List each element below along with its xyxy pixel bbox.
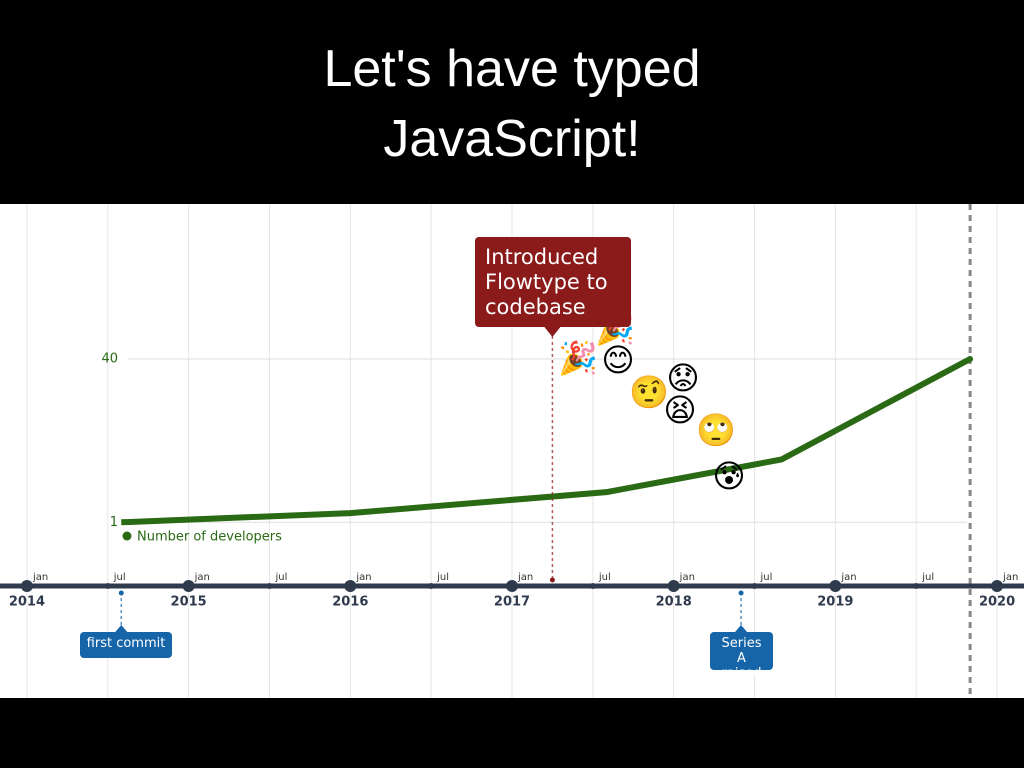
- minor-tick-label: jul: [921, 572, 934, 583]
- y-tick-label: 40: [101, 351, 118, 366]
- reaction-emoji: 🎉: [558, 339, 598, 377]
- x-tick: [20, 580, 33, 592]
- minor-tick-label: jul: [436, 572, 449, 583]
- minor-tick-label: jan: [355, 572, 371, 583]
- data-line: [121, 356, 972, 526]
- minor-tick-label: jan: [679, 572, 695, 583]
- slide-title: Let's have typed JavaScript!: [323, 40, 701, 168]
- reaction-emoji: 🤨: [629, 373, 669, 411]
- x-tick: [506, 580, 518, 592]
- x-tick: [667, 580, 680, 592]
- minor-tick-label: jan: [32, 572, 48, 583]
- legend-marker: [122, 531, 132, 541]
- x-tick-label: 2019: [817, 595, 853, 610]
- x-tick: [182, 580, 195, 592]
- x-tick-label: 2016: [332, 595, 368, 610]
- legend-label: Number of developers: [137, 530, 282, 545]
- minor-tick-label: jan: [517, 572, 533, 583]
- minor-tick: [266, 583, 273, 589]
- minor-tick-label: jul: [274, 572, 287, 583]
- x-tick: [829, 580, 842, 592]
- x-tick-label: 2018: [656, 595, 692, 610]
- minor-tick-label: jan: [1002, 572, 1018, 583]
- annotation-label: Series A raised: [710, 632, 773, 681]
- minor-tick: [589, 583, 596, 589]
- minor-tick-label: jul: [113, 572, 126, 583]
- x-tick: [991, 580, 1004, 592]
- end-point: [967, 355, 974, 362]
- reaction-emoji: 😊: [601, 341, 634, 379]
- minor-tick-label: jul: [598, 572, 611, 583]
- x-tick: [344, 580, 357, 592]
- annotation-point: [738, 590, 744, 596]
- reaction-emoji: 😰: [712, 457, 745, 495]
- minor-tick-label: jan: [194, 572, 210, 583]
- minor-tick: [104, 583, 111, 589]
- x-tick-label: 2014: [9, 595, 45, 610]
- annotation-pointer: [544, 327, 561, 337]
- y-tick-label: 1: [110, 515, 118, 530]
- minor-tick: [751, 583, 758, 589]
- annotation-point: [549, 577, 555, 583]
- minor-tick-label: jul: [760, 572, 773, 583]
- x-tick-label: 2015: [171, 595, 207, 610]
- minor-tick: [428, 583, 435, 589]
- annotation-pointer: [115, 625, 128, 632]
- reaction-emoji: 🙄: [696, 411, 736, 449]
- reaction-emoji: 😫: [663, 391, 696, 429]
- annotation-label: first commit: [80, 632, 172, 658]
- annotation-point: [118, 590, 124, 596]
- annotation-label: Introduced Flowtype to codebase: [475, 237, 631, 327]
- minor-tick-label: jan: [840, 572, 856, 583]
- minor-tick: [913, 583, 920, 589]
- x-tick-label: 2020: [979, 595, 1015, 610]
- reaction-emoji: 😟: [666, 359, 699, 397]
- x-tick-label: 2017: [494, 595, 530, 610]
- annotation-pointer: [735, 625, 748, 632]
